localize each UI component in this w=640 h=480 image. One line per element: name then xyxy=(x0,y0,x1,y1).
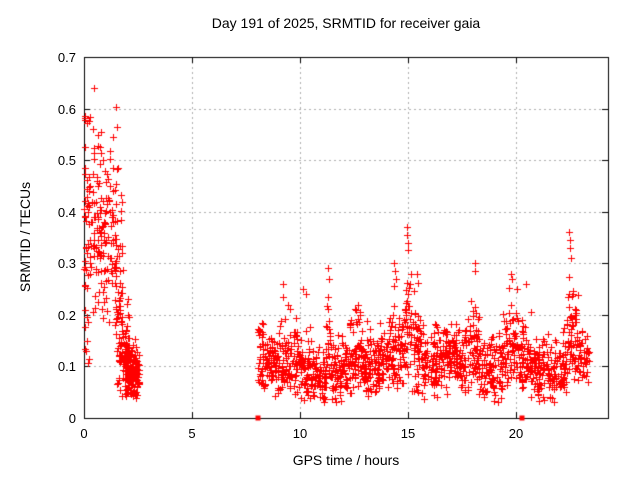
x-tick-label: 10 xyxy=(292,426,308,441)
y-tick-label: 0.1 xyxy=(57,359,76,374)
y-tick-label: 0.7 xyxy=(57,50,76,65)
y-tick-label: 0.3 xyxy=(57,256,76,271)
y-tick-label: 0.5 xyxy=(57,153,76,168)
y-tick-label: 0.4 xyxy=(57,205,76,220)
x-tick-label: 5 xyxy=(188,426,196,441)
x-tick-label: 20 xyxy=(508,426,524,441)
chart-title: Day 191 of 2025, SRMTID for receiver gai… xyxy=(211,15,481,31)
x-axis-label: GPS time / hours xyxy=(292,452,400,468)
x-tick-label: 15 xyxy=(400,426,416,441)
y-tick-label: 0.2 xyxy=(57,308,76,323)
y-tick-label: 0.6 xyxy=(57,102,76,117)
y-axis-label: SRMTID / TECUs xyxy=(17,181,33,293)
y-tick-label: 0 xyxy=(68,411,76,426)
x-tick-label: 0 xyxy=(80,426,88,441)
